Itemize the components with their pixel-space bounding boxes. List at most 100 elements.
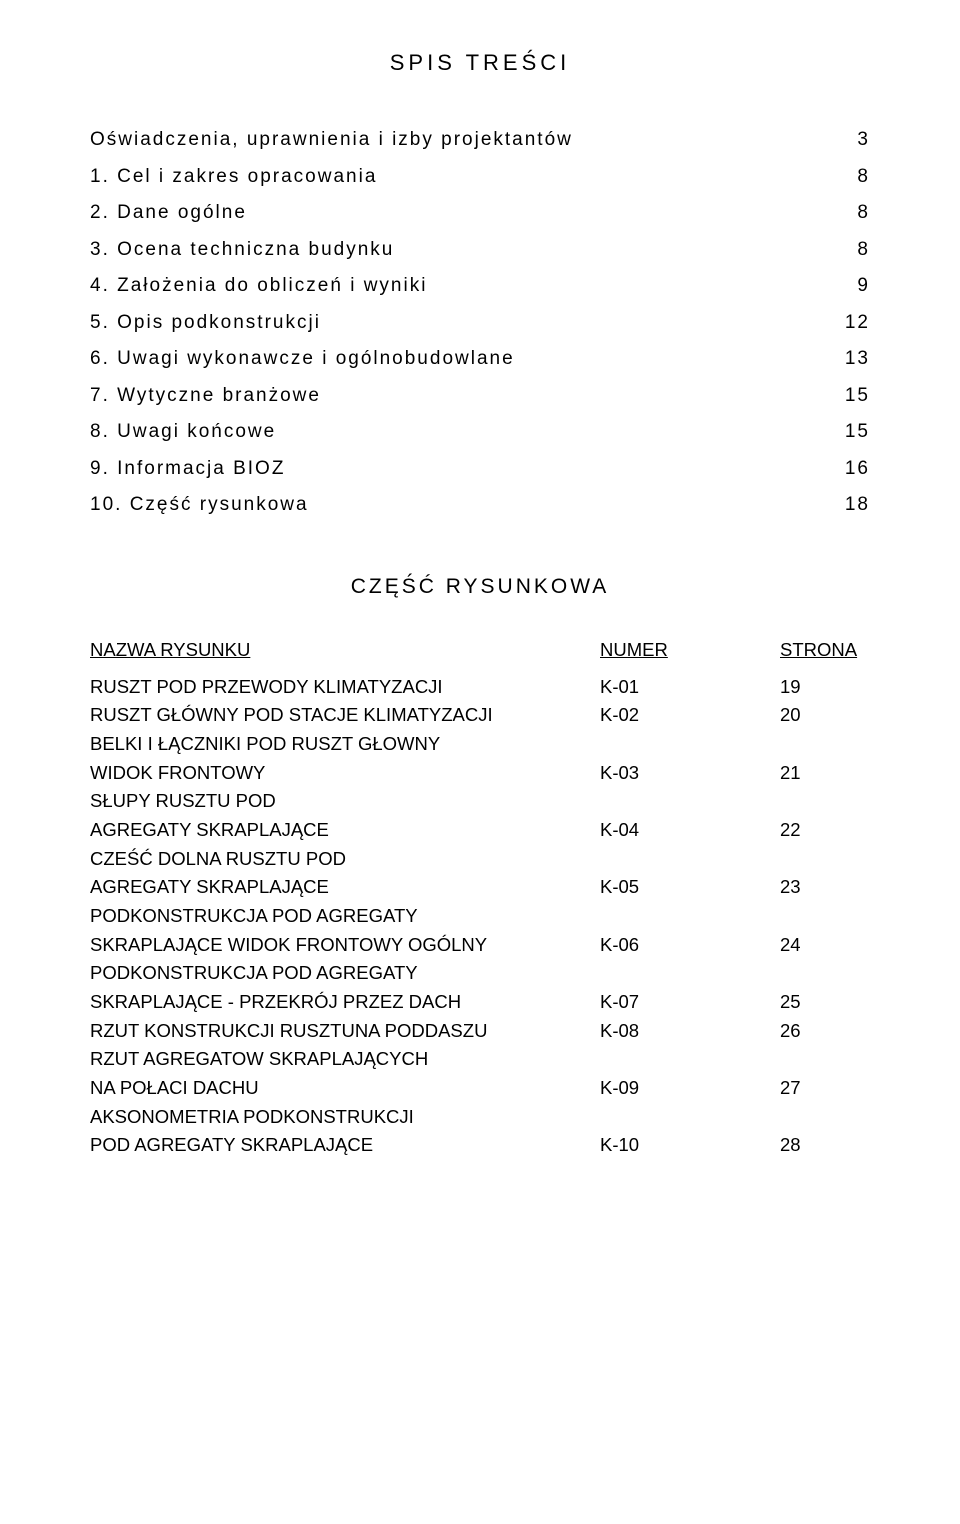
- drawing-name: NA POŁACI DACHU: [90, 1074, 600, 1103]
- toc-row: 4. Założenia do obliczeń i wyniki 9: [90, 272, 870, 301]
- toc-label: 9. Informacja BIOZ: [90, 455, 285, 484]
- drawing-number: [600, 1045, 780, 1074]
- drawing-page: 27: [780, 1074, 870, 1103]
- toc-row: 7. Wytyczne branżowe 15: [90, 382, 870, 411]
- toc-label: 2. Dane ogólne: [90, 199, 247, 228]
- table-row: NA POŁACI DACHUK-0927: [90, 1074, 870, 1103]
- drawing-number: [600, 959, 780, 988]
- drawing-name: RUSZT POD PRZEWODY KLIMATYZACJI: [90, 673, 600, 702]
- table-row: RZUT KONSTRUKCJI RUSZTUNA PODDASZUK-0826: [90, 1017, 870, 1046]
- drawing-page: [780, 902, 870, 931]
- drawing-number: K-06: [600, 931, 780, 960]
- drawing-name: SŁUPY RUSZTU POD: [90, 787, 600, 816]
- drawing-name: PODKONSTRUKCJA POD AGREGATY: [90, 959, 600, 988]
- toc-row: 10. Część rysunkowa 18: [90, 491, 870, 520]
- toc-page: 18: [810, 491, 870, 520]
- drawing-name: SKRAPLAJĄCE - PRZEKRÓJ PRZEZ DACH: [90, 988, 600, 1017]
- drawing-name: WIDOK FRONTOWY: [90, 759, 600, 788]
- drawing-number: K-09: [600, 1074, 780, 1103]
- toc-page: 16: [810, 455, 870, 484]
- drawing-name: RUSZT GŁÓWNY POD STACJE KLIMATYZACJI: [90, 701, 600, 730]
- table-row: POD AGREGATY SKRAPLAJĄCEK-1028: [90, 1131, 870, 1160]
- drawing-page: 23: [780, 873, 870, 902]
- drawing-page: 21: [780, 759, 870, 788]
- drawing-number: K-10: [600, 1131, 780, 1160]
- drawing-name: CZEŚĆ DOLNA RUSZTU POD: [90, 845, 600, 874]
- toc-page: 8: [810, 199, 870, 228]
- table-row: PODKONSTRUKCJA POD AGREGATY: [90, 902, 870, 931]
- drawing-name: BELKI I ŁĄCZNIKI POD RUSZT GŁOWNY: [90, 730, 600, 759]
- drawing-page: 25: [780, 988, 870, 1017]
- toc-label: 10. Część rysunkowa: [90, 491, 309, 520]
- toc-label: 8. Uwagi końcowe: [90, 418, 276, 447]
- toc-page: 13: [810, 345, 870, 374]
- drawing-page: [780, 845, 870, 874]
- table-row: CZEŚĆ DOLNA RUSZTU POD: [90, 845, 870, 874]
- toc-row: 1. Cel i zakres opracowania 8: [90, 163, 870, 192]
- drawing-name: SKRAPLAJĄCE WIDOK FRONTOWY OGÓLNY: [90, 931, 600, 960]
- drawing-number: K-02: [600, 701, 780, 730]
- drawing-page: 19: [780, 673, 870, 702]
- toc-label: 4. Założenia do obliczeń i wyniki: [90, 272, 427, 301]
- toc-page: 8: [810, 236, 870, 265]
- header-num: NUMER: [600, 639, 780, 661]
- toc-label: 7. Wytyczne branżowe: [90, 382, 321, 411]
- toc-page: 15: [810, 382, 870, 411]
- drawing-page: 22: [780, 816, 870, 845]
- drawing-name: PODKONSTRUKCJA POD AGREGATY: [90, 902, 600, 931]
- table-row: AKSONOMETRIA PODKONSTRUKCJI: [90, 1103, 870, 1132]
- table-row: WIDOK FRONTOWYK-0321: [90, 759, 870, 788]
- table-row: RZUT AGREGATOW SKRAPLAJĄCYCH: [90, 1045, 870, 1074]
- toc-row: 6. Uwagi wykonawcze i ogólnobudowlane13: [90, 345, 870, 374]
- drawing-name: AGREGATY SKRAPLAJĄCE: [90, 816, 600, 845]
- toc-row: 8. Uwagi końcowe 15: [90, 418, 870, 447]
- drawing-number: [600, 787, 780, 816]
- drawing-number: [600, 902, 780, 931]
- drawing-name: POD AGREGATY SKRAPLAJĄCE: [90, 1131, 600, 1160]
- toc-row: 5. Opis podkonstrukcji 12: [90, 309, 870, 338]
- drawings-table: NAZWA RYSUNKU NUMER STRONA RUSZT POD PRZ…: [90, 639, 870, 1160]
- table-row: SKRAPLAJĄCE WIDOK FRONTOWY OGÓLNYK-0624: [90, 931, 870, 960]
- toc-label: 5. Opis podkonstrukcji: [90, 309, 321, 338]
- toc-row: 9. Informacja BIOZ 16: [90, 455, 870, 484]
- drawing-name: RZUT KONSTRUKCJI RUSZTUNA PODDASZU: [90, 1017, 600, 1046]
- drawing-name: AGREGATY SKRAPLAJĄCE: [90, 873, 600, 902]
- drawing-page: [780, 730, 870, 759]
- drawing-number: K-08: [600, 1017, 780, 1046]
- toc-page: 3: [810, 126, 870, 155]
- toc-page: 8: [810, 163, 870, 192]
- drawing-number: K-07: [600, 988, 780, 1017]
- table-row: PODKONSTRUKCJA POD AGREGATY: [90, 959, 870, 988]
- drawing-number: K-04: [600, 816, 780, 845]
- drawing-page: 28: [780, 1131, 870, 1160]
- drawing-number: K-01: [600, 673, 780, 702]
- page-title: SPIS TREŚCI: [90, 50, 870, 76]
- table-row: RUSZT POD PRZEWODY KLIMATYZACJIK-0119: [90, 673, 870, 702]
- toc-page: 9: [810, 272, 870, 301]
- toc-label: 3. Ocena techniczna budynku: [90, 236, 394, 265]
- table-row: BELKI I ŁĄCZNIKI POD RUSZT GŁOWNY: [90, 730, 870, 759]
- toc-section: Oświadczenia, uprawnienia i izby projekt…: [90, 126, 870, 520]
- table-row: RUSZT GŁÓWNY POD STACJE KLIMATYZACJIK-02…: [90, 701, 870, 730]
- toc-row: 2. Dane ogólne 8: [90, 199, 870, 228]
- drawing-page: 20: [780, 701, 870, 730]
- toc-row: Oświadczenia, uprawnienia i izby projekt…: [90, 126, 870, 155]
- header-page: STRONA: [780, 639, 870, 661]
- toc-page: 12: [810, 309, 870, 338]
- drawing-page: 24: [780, 931, 870, 960]
- toc-label: 1. Cel i zakres opracowania: [90, 163, 377, 192]
- drawing-page: 26: [780, 1017, 870, 1046]
- toc-page: 15: [810, 418, 870, 447]
- drawing-page: [780, 959, 870, 988]
- drawing-number: [600, 1103, 780, 1132]
- drawing-page: [780, 787, 870, 816]
- drawings-title: CZĘŚĆ RYSUNKOWA: [90, 575, 870, 599]
- table-row: AGREGATY SKRAPLAJĄCEK-0523: [90, 873, 870, 902]
- drawing-page: [780, 1103, 870, 1132]
- table-row: SŁUPY RUSZTU POD: [90, 787, 870, 816]
- table-row: AGREGATY SKRAPLAJĄCEK-0422: [90, 816, 870, 845]
- drawings-header-row: NAZWA RYSUNKU NUMER STRONA: [90, 639, 870, 661]
- header-name: NAZWA RYSUNKU: [90, 639, 600, 661]
- drawing-page: [780, 1045, 870, 1074]
- drawing-number: K-05: [600, 873, 780, 902]
